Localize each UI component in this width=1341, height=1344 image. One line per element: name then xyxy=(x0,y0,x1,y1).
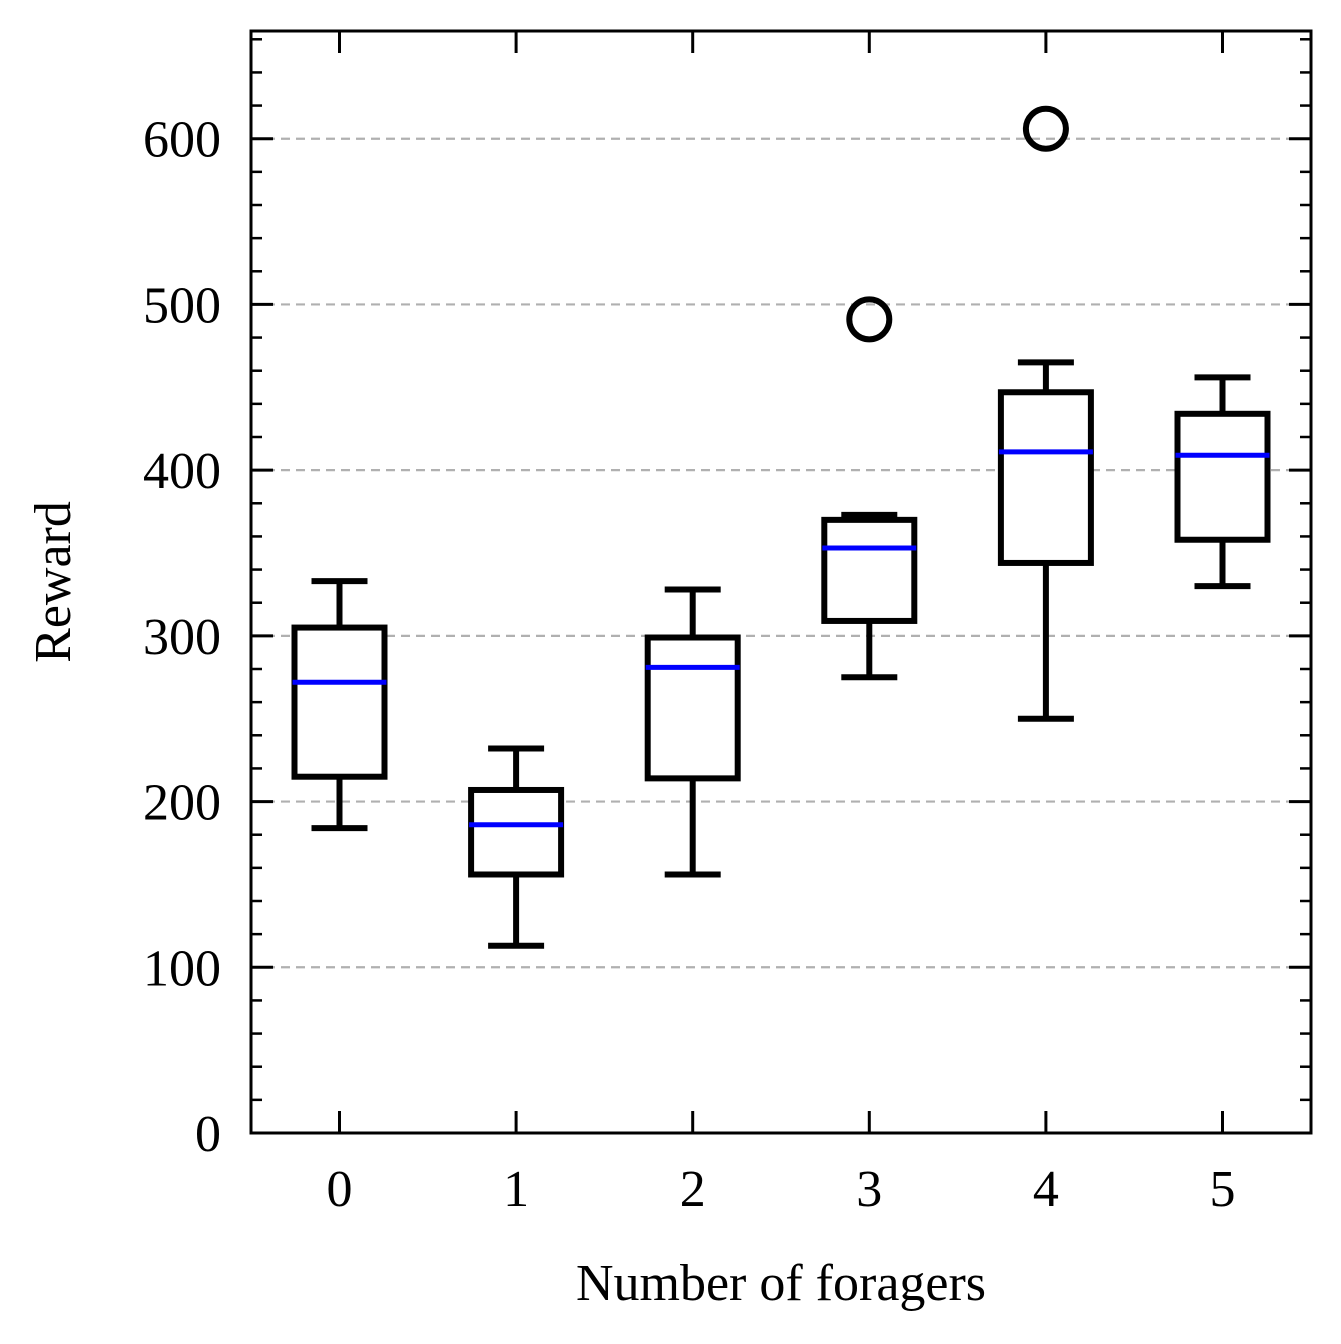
x-tick-label: 0 xyxy=(327,1161,353,1218)
box-group xyxy=(821,296,918,681)
x-tick-label: 3 xyxy=(856,1161,882,1218)
y-axis-label: Reward xyxy=(25,501,82,663)
boxes xyxy=(291,105,1271,949)
iqr-box xyxy=(1174,410,1271,543)
box-group xyxy=(1174,374,1271,590)
x-axis-label: Number of foragers xyxy=(576,1255,986,1312)
axis-ticks: 0 100 200 300 400 500 600 0 1 2 3 4 5 xyxy=(143,31,1311,1218)
y-tick-label: 300 xyxy=(143,609,221,666)
y-tick-label: 600 xyxy=(143,112,221,169)
box-group xyxy=(291,578,388,832)
iqr-box xyxy=(468,786,565,878)
x-tick-label: 2 xyxy=(680,1161,706,1218)
iqr-box xyxy=(644,634,741,782)
iqr-box xyxy=(821,516,918,624)
plot-frame xyxy=(249,29,1313,1135)
y-tick-label: 100 xyxy=(143,940,221,997)
y-tick-label: 0 xyxy=(195,1106,221,1163)
y-tick-label: 500 xyxy=(143,277,221,334)
iqr-box xyxy=(997,389,1094,566)
y-tick-label: 200 xyxy=(143,775,221,832)
y-tick-label: 400 xyxy=(143,443,221,500)
iqr-box xyxy=(291,624,388,780)
box-group xyxy=(644,586,741,878)
x-tick-label: 4 xyxy=(1033,1161,1059,1218)
outlier-point xyxy=(846,296,893,343)
box-group xyxy=(997,105,1094,722)
x-tick-label: 1 xyxy=(503,1161,529,1218)
outlier-point xyxy=(1022,105,1069,152)
x-tick-label: 5 xyxy=(1210,1161,1236,1218)
box-group xyxy=(468,745,565,949)
grid-lines xyxy=(251,137,1311,969)
